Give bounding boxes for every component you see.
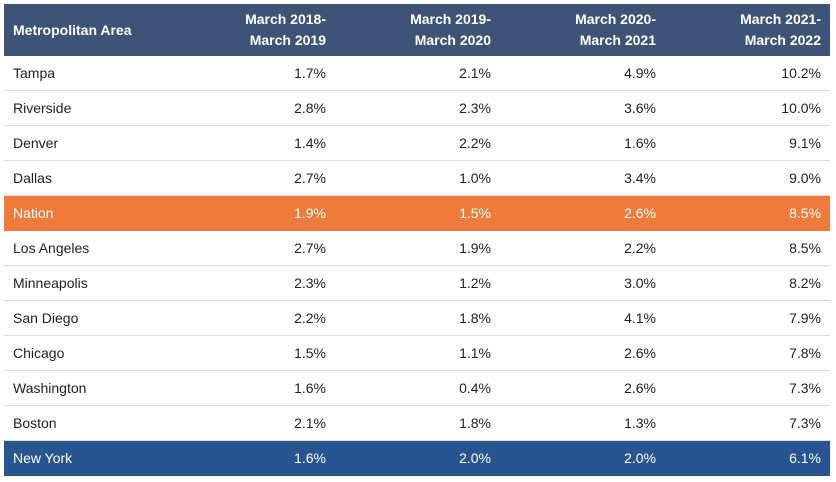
column-header-2021-2022: March 2021- March 2022 (665, 4, 830, 56)
cell-value: 7.9% (665, 300, 830, 336)
cell-value: 1.6% (500, 125, 665, 161)
cell-value: 2.7% (170, 230, 335, 266)
cell-value: 1.7% (170, 56, 335, 91)
cell-metropolitan-area: Nation (4, 195, 170, 231)
table-row: Tampa 1.7% 2.1% 4.9% 10.2% (4, 56, 830, 91)
cell-value: 3.4% (500, 160, 665, 196)
cell-value: 2.8% (170, 90, 335, 126)
cell-value: 8.5% (665, 230, 830, 266)
column-header-metropolitan-area: Metropolitan Area (4, 4, 170, 56)
cell-metropolitan-area: Riverside (4, 90, 170, 126)
cell-metropolitan-area: Denver (4, 125, 170, 161)
table-body: Tampa 1.7% 2.1% 4.9% 10.2% Riverside 2.8% 2.3% 3… (4, 56, 830, 476)
table-row: Nation 1.9% 1.5% 2.6% 8.5% (4, 195, 830, 231)
cell-value: 2.1% (335, 56, 500, 91)
metro-inflation-table: Metropolitan Area March 2018- March 2019… (4, 4, 830, 476)
cell-value: 1.8% (335, 300, 500, 336)
table-row: Denver 1.4% 2.2% 1.6% 9.1% (4, 125, 830, 161)
cell-value: 2.2% (500, 230, 665, 266)
table-header: Metropolitan Area March 2018- March 2019… (4, 4, 830, 56)
cell-value: 6.1% (665, 440, 830, 476)
table-row: Dallas 2.7% 1.0% 3.4% 9.0% (4, 160, 830, 196)
cell-value: 8.5% (665, 195, 830, 231)
table-container: Metropolitan Area March 2018- March 2019… (4, 4, 830, 476)
cell-value: 1.8% (335, 405, 500, 441)
cell-value: 2.0% (335, 440, 500, 476)
cell-value: 2.6% (500, 195, 665, 231)
cell-value: 1.6% (170, 440, 335, 476)
cell-metropolitan-area: Washington (4, 370, 170, 406)
cell-value: 1.5% (335, 195, 500, 231)
column-header-2018-2019: March 2018- March 2019 (170, 4, 335, 56)
cell-value: 4.1% (500, 300, 665, 336)
cell-value: 1.4% (170, 125, 335, 161)
table-row: Washington 1.6% 0.4% 2.6% 7.3% (4, 370, 830, 406)
table-row: Riverside 2.8% 2.3% 3.6% 10.0% (4, 90, 830, 126)
cell-value: 2.6% (500, 370, 665, 406)
cell-value: 4.9% (500, 56, 665, 91)
cell-value: 8.2% (665, 265, 830, 301)
cell-value: 2.3% (335, 90, 500, 126)
cell-value: 2.1% (170, 405, 335, 441)
cell-metropolitan-area: Chicago (4, 335, 170, 371)
cell-value: 0.4% (335, 370, 500, 406)
cell-value: 9.0% (665, 160, 830, 196)
cell-value: 2.2% (170, 300, 335, 336)
cell-value: 3.6% (500, 90, 665, 126)
cell-value: 10.2% (665, 56, 830, 91)
cell-value: 2.2% (335, 125, 500, 161)
cell-value: 1.6% (170, 370, 335, 406)
cell-value: 3.0% (500, 265, 665, 301)
cell-metropolitan-area: Tampa (4, 56, 170, 91)
cell-value: 7.3% (665, 405, 830, 441)
cell-value: 1.5% (170, 335, 335, 371)
column-header-2020-2021: March 2020- March 2021 (500, 4, 665, 56)
cell-value: 1.9% (170, 195, 335, 231)
cell-value: 2.0% (500, 440, 665, 476)
cell-value: 1.1% (335, 335, 500, 371)
cell-metropolitan-area: New York (4, 440, 170, 476)
cell-metropolitan-area: Minneapolis (4, 265, 170, 301)
cell-value: 10.0% (665, 90, 830, 126)
cell-value: 1.0% (335, 160, 500, 196)
cell-metropolitan-area: Boston (4, 405, 170, 441)
cell-value: 1.2% (335, 265, 500, 301)
cell-value: 2.7% (170, 160, 335, 196)
cell-metropolitan-area: Los Angeles (4, 230, 170, 266)
cell-value: 9.1% (665, 125, 830, 161)
table-row: Boston 2.1% 1.8% 1.3% 7.3% (4, 405, 830, 441)
table-row: Chicago 1.5% 1.1% 2.6% 7.8% (4, 335, 830, 371)
table-row: San Diego 2.2% 1.8% 4.1% 7.9% (4, 300, 830, 336)
cell-value: 1.3% (500, 405, 665, 441)
cell-value: 2.3% (170, 265, 335, 301)
cell-value: 7.3% (665, 370, 830, 406)
cell-value: 7.8% (665, 335, 830, 371)
table-row: New York 1.6% 2.0% 2.0% 6.1% (4, 440, 830, 476)
cell-value: 2.6% (500, 335, 665, 371)
header-row: Metropolitan Area March 2018- March 2019… (4, 4, 830, 56)
cell-metropolitan-area: San Diego (4, 300, 170, 336)
table-row: Los Angeles 2.7% 1.9% 2.2% 8.5% (4, 230, 830, 266)
column-header-2019-2020: March 2019- March 2020 (335, 4, 500, 56)
table-row: Minneapolis 2.3% 1.2% 3.0% 8.2% (4, 265, 830, 301)
cell-metropolitan-area: Dallas (4, 160, 170, 196)
cell-value: 1.9% (335, 230, 500, 266)
